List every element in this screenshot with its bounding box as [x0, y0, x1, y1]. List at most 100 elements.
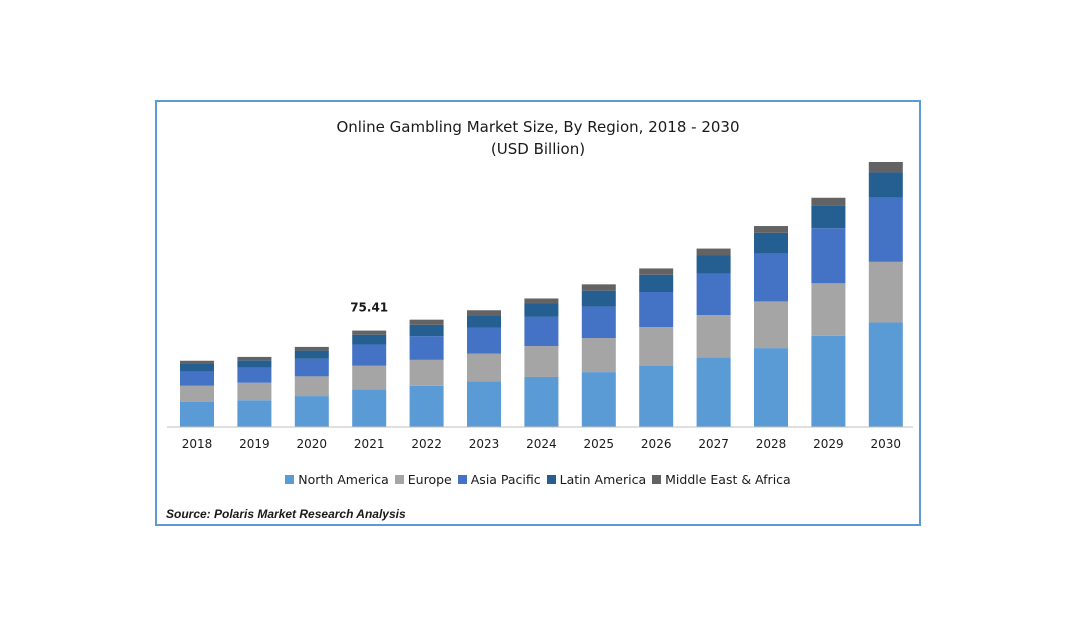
- bar-segment-asia-pacific-2029: [811, 228, 846, 284]
- x-tick-label: 2030: [871, 437, 902, 451]
- bar-segment-europe-2023: [467, 353, 501, 382]
- legend-item: Middle East & Africa: [652, 472, 791, 487]
- source-note: Source: Polaris Market Research Analysis: [166, 507, 406, 521]
- bar-segment-north-america-2027: [696, 357, 731, 427]
- bar-segment-europe-2028: [754, 301, 788, 349]
- bar-segment-europe-2019: [237, 382, 272, 401]
- bar-segment-europe-2026: [639, 327, 674, 366]
- bar-segment-middle-east-africa-2020: [294, 346, 329, 351]
- chart-frame: Online Gambling Market Size, By Region, …: [155, 100, 921, 526]
- x-tick-label: 2026: [641, 437, 672, 451]
- bar-segment-latin-america-2025: [581, 290, 616, 307]
- legend-label: Europe: [407, 472, 452, 487]
- chart-subtitle: (USD Billion): [490, 140, 586, 158]
- bar-segment-europe-2020: [294, 376, 329, 397]
- legend-item: Latin America: [546, 472, 647, 487]
- chart-legend: North America Europe Asia Pacific Latin Ame…: [157, 472, 919, 487]
- x-tick-label: 2025: [584, 437, 615, 451]
- bar-segment-latin-america-2024: [524, 303, 559, 317]
- bar-segment-middle-east-africa-2022: [409, 319, 444, 325]
- bar-segment-north-america-2029: [811, 335, 846, 427]
- bar-segment-europe-2022: [409, 359, 444, 386]
- bar-segment-north-america-2023: [467, 381, 501, 427]
- legend-swatch: [546, 475, 556, 484]
- legend-item: Asia Pacific: [457, 472, 541, 487]
- bar-segment-asia-pacific-2025: [581, 306, 616, 339]
- bar-segment-asia-pacific-2030: [868, 197, 903, 262]
- legend-label: North America: [298, 472, 389, 487]
- bar-segment-latin-america-2030: [868, 172, 903, 198]
- bar-segment-latin-america-2020: [294, 350, 329, 359]
- bar-segment-middle-east-africa-2025: [581, 284, 616, 291]
- chart-title-block: Online Gambling Market Size, By Region, …: [157, 116, 919, 160]
- legend-swatch: [457, 475, 467, 484]
- bar-segment-latin-america-2029: [811, 205, 846, 229]
- legend-label: Middle East & Africa: [665, 472, 791, 487]
- bar-segment-europe-2025: [581, 338, 616, 373]
- bar-segment-north-america-2024: [524, 376, 559, 427]
- legend-swatch: [652, 475, 662, 484]
- bar-segment-latin-america-2026: [639, 274, 674, 292]
- bar-segment-north-america-2019: [237, 400, 272, 427]
- bar-segment-middle-east-africa-2019: [237, 356, 272, 361]
- bar-segment-latin-america-2027: [696, 255, 731, 274]
- bar-segment-north-america-2020: [294, 396, 329, 427]
- bar-segment-asia-pacific-2026: [639, 292, 674, 328]
- bar-segment-europe-2018: [180, 385, 214, 402]
- legend-swatch: [285, 475, 295, 484]
- bar-segment-europe-2029: [811, 283, 846, 336]
- x-tick-label: 2020: [297, 437, 328, 451]
- data-label: 75.41: [350, 301, 388, 315]
- bar-segment-north-america-2022: [409, 385, 444, 427]
- bar-segment-middle-east-africa-2030: [868, 162, 903, 173]
- legend-label: Latin America: [559, 472, 647, 487]
- legend-label: Asia Pacific: [470, 472, 541, 487]
- bar-segment-north-america-2026: [639, 365, 674, 427]
- bar-segment-middle-east-africa-2026: [639, 268, 674, 275]
- x-tick-label: 2022: [411, 437, 442, 451]
- bar-segment-middle-east-africa-2027: [696, 248, 731, 256]
- x-tick-label: 2029: [813, 437, 844, 451]
- chart-plot: 2018 2019 2020 2021 2022 2023 2024 2025 2026 2027…: [167, 162, 913, 451]
- bar-segment-north-america-2021: [352, 389, 387, 427]
- bar-segment-asia-pacific-2020: [294, 358, 329, 377]
- chart-title: Online Gambling Market Size, By Region, …: [336, 118, 740, 136]
- bar-segment-europe-2027: [696, 315, 731, 358]
- x-tick-label: 2024: [526, 437, 557, 451]
- bar-segment-latin-america-2023: [467, 315, 501, 328]
- x-tick-label: 2019: [239, 437, 270, 451]
- x-tick-label: 2018: [182, 437, 213, 451]
- bar-segment-middle-east-africa-2018: [180, 360, 214, 364]
- bar-segment-latin-america-2018: [180, 363, 214, 372]
- bar-segment-asia-pacific-2019: [237, 367, 272, 383]
- x-tick-label: 2028: [756, 437, 787, 451]
- bar-segment-middle-east-africa-2029: [811, 197, 846, 206]
- bar-segment-middle-east-africa-2028: [754, 226, 788, 233]
- bar-segment-north-america-2030: [868, 322, 903, 427]
- bar-segment-latin-america-2021: [352, 334, 387, 345]
- bar-segment-asia-pacific-2018: [180, 371, 214, 386]
- bar-segment-north-america-2028: [754, 348, 788, 427]
- bar-segment-asia-pacific-2027: [696, 273, 731, 316]
- bar-segment-middle-east-africa-2023: [467, 310, 501, 316]
- bar-segment-europe-2021: [352, 365, 387, 390]
- bar-segment-latin-america-2022: [409, 324, 444, 337]
- bar-segment-asia-pacific-2022: [409, 336, 444, 360]
- bar-segment-north-america-2018: [180, 401, 214, 427]
- bar-segment-asia-pacific-2024: [524, 316, 559, 347]
- legend-item: Europe: [394, 472, 452, 487]
- legend-item: North America: [285, 472, 389, 487]
- bar-segment-asia-pacific-2021: [352, 344, 387, 366]
- bar-segment-asia-pacific-2023: [467, 327, 501, 354]
- bar-segment-europe-2030: [868, 261, 903, 323]
- bar-segment-north-america-2025: [581, 372, 616, 427]
- bar-segment-latin-america-2019: [237, 360, 272, 368]
- bar-segment-middle-east-africa-2021: [352, 330, 387, 335]
- x-tick-label: 2021: [354, 437, 385, 451]
- bar-segment-europe-2024: [524, 346, 559, 377]
- bar-segment-latin-america-2028: [754, 232, 788, 254]
- bar-segment-middle-east-africa-2024: [524, 298, 559, 304]
- legend-swatch: [394, 475, 404, 484]
- x-tick-label: 2027: [698, 437, 729, 451]
- bar-segment-asia-pacific-2028: [754, 253, 788, 302]
